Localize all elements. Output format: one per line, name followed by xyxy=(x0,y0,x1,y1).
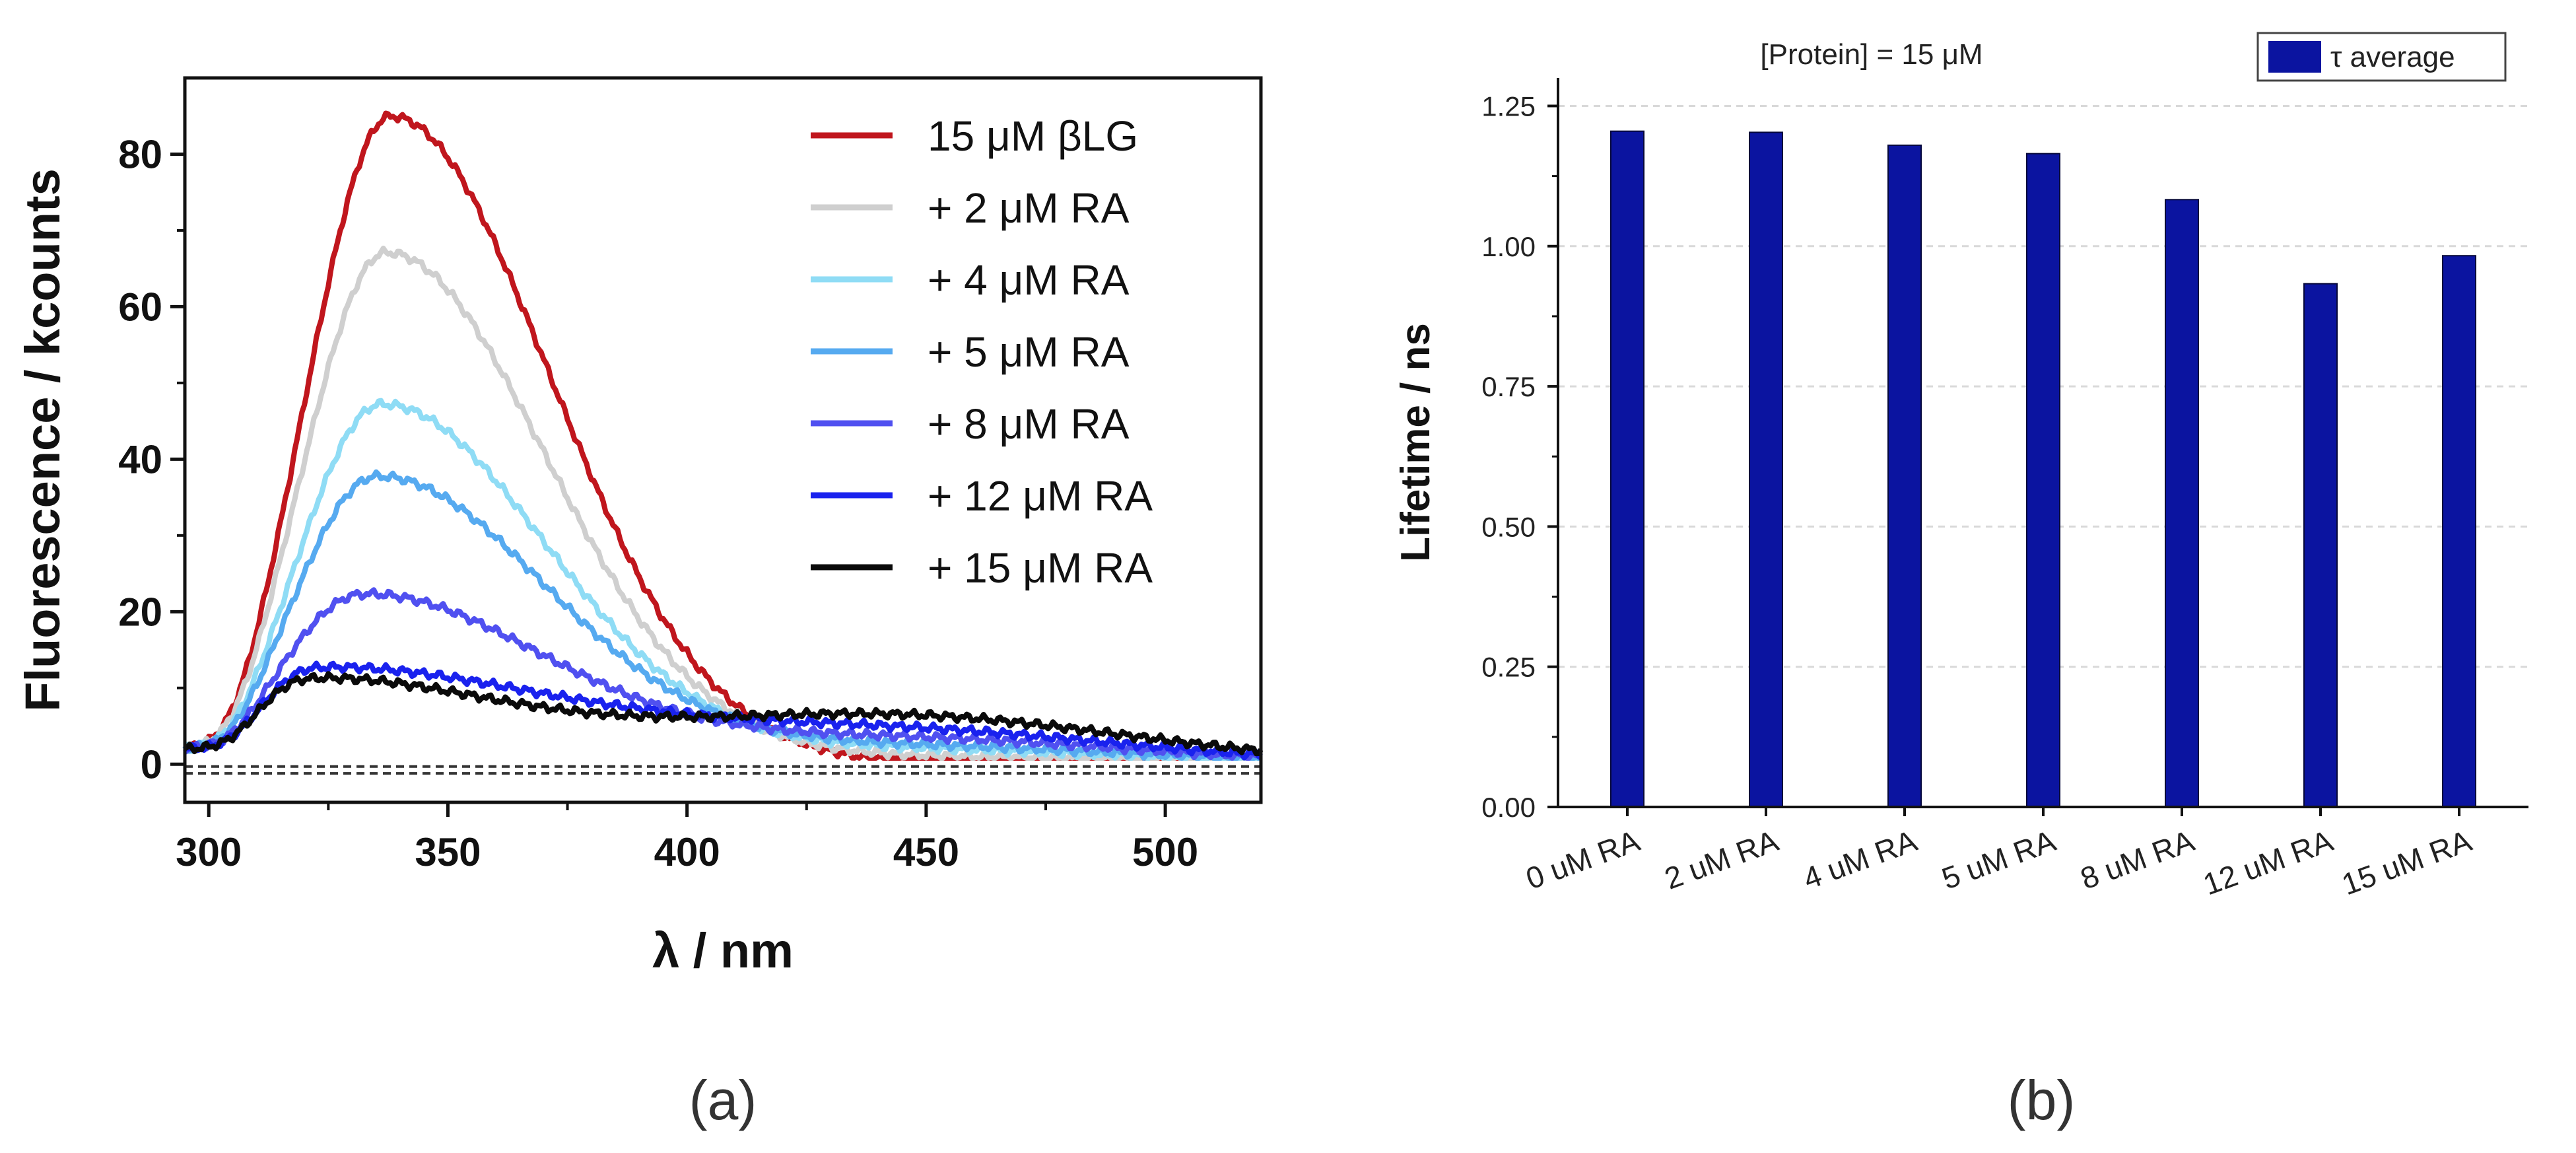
legend-swatch-b xyxy=(2268,41,2321,73)
y-tick-label-b-0: 0.00 xyxy=(1481,792,1536,823)
panel-a-fluorescence-chart: 0 20 40 60 80 300 350 400 450 500 λ / nm Fluorescen… xyxy=(15,76,1264,1131)
bar-3 xyxy=(2026,153,2060,808)
x-category-label-0: 0 uM RA xyxy=(1521,823,1644,895)
x-tick-label-a-2: 400 xyxy=(654,830,720,874)
series-line-1 xyxy=(184,246,1262,761)
x-category-label-5: 12 uM RA xyxy=(2198,823,2337,901)
legend-label-3: + 5 μM RA xyxy=(928,328,1130,376)
bar-1 xyxy=(1749,131,1783,808)
x-category-label-1: 2 uM RA xyxy=(1660,823,1782,895)
bar-0 xyxy=(1610,130,1644,808)
legend-b: τ average xyxy=(2256,32,2507,82)
y-tick-label-b-2: 0.50 xyxy=(1481,511,1536,542)
x-tick-label-a-0: 300 xyxy=(176,830,242,874)
legend-label-b: τ average xyxy=(2330,41,2455,73)
panel-label-b: (b) xyxy=(2008,1069,2076,1131)
legend-a: 15 μM βLG + 2 μM RA + 4 μM RA + 5 μM RA + 8 … xyxy=(811,112,1153,592)
series-line-6 xyxy=(183,671,1264,757)
x-category-label-3: 5 uM RA xyxy=(1937,823,2060,895)
y-tick-label-b-1: 0.25 xyxy=(1481,652,1536,683)
x-category-label-6: 15 uM RA xyxy=(2337,823,2476,901)
panel-label-a: (a) xyxy=(689,1069,757,1131)
legend-label-5: + 12 μM RA xyxy=(928,472,1153,520)
x-tick-label-a-3: 450 xyxy=(893,830,959,874)
bar-5 xyxy=(2303,283,2338,808)
legend-label-6: + 15 μM RA xyxy=(928,544,1153,592)
y-tick-label-b-5: 1.25 xyxy=(1481,90,1536,122)
panel-b-lifetime-chart: 0 uM RA 2 uM RA 4 uM RA 5 uM RA 8 uM RA 12 uM… xyxy=(1393,32,2528,1131)
y-tick-label-a-0: 0 xyxy=(141,742,162,786)
legend-label-0: 15 μM βLG xyxy=(928,112,1138,160)
x-tick-label-a-4: 500 xyxy=(1132,830,1198,874)
x-axis-title-a: λ / nm xyxy=(652,923,794,978)
x-tick-label-a-1: 350 xyxy=(415,830,481,874)
x-category-label-4: 8 uM RA xyxy=(2076,823,2198,895)
chart-title-b: [Protein] = 15 μM xyxy=(1760,38,1983,71)
bar-6 xyxy=(2442,255,2476,808)
bar-4 xyxy=(2165,199,2199,808)
y-axis-title-b: Lifetime / ns xyxy=(1393,323,1439,562)
legend-label-2: + 4 μM RA xyxy=(928,256,1130,304)
legend-label-1: + 2 μM RA xyxy=(928,184,1130,232)
y-tick-label-b-3: 0.75 xyxy=(1481,371,1536,402)
y-tick-label-a-3: 60 xyxy=(118,285,162,329)
y-tick-label-a-1: 20 xyxy=(118,590,162,634)
y-tick-label-a-2: 40 xyxy=(118,437,162,481)
x-category-label-2: 4 uM RA xyxy=(1798,823,1921,895)
y-axis-title-a: Fluorescence / kcounts xyxy=(15,168,70,712)
plot-frame-a xyxy=(183,76,1263,804)
y-tick-label-b-4: 1.00 xyxy=(1481,231,1536,262)
y-tick-label-a-4: 80 xyxy=(118,132,162,176)
bar-2 xyxy=(1887,144,1922,808)
legend-label-4: + 8 μM RA xyxy=(928,400,1130,448)
